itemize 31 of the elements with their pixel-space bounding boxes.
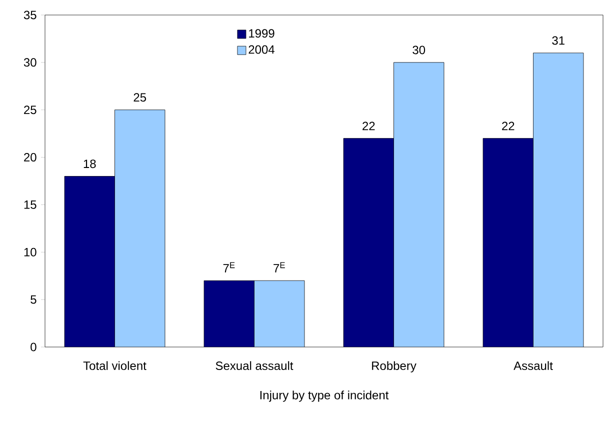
data-label: 22 xyxy=(362,122,375,130)
legend-label: 2004 xyxy=(248,45,274,54)
x-tick-label: Assault xyxy=(514,361,553,370)
x-tick-label: Total violent xyxy=(83,361,146,370)
bar xyxy=(394,62,444,347)
data-label: 31 xyxy=(552,36,564,45)
y-tick-label: 30 xyxy=(24,58,36,67)
bar xyxy=(204,280,254,347)
y-tick-label: 5 xyxy=(30,295,36,304)
legend-label: 1999 xyxy=(249,29,274,38)
bar xyxy=(482,138,534,347)
data-label: 22 xyxy=(502,122,514,130)
data-label: 7$^{E}$ xyxy=(274,262,285,272)
bar xyxy=(344,138,394,347)
y-tick-label: 25 xyxy=(24,106,36,114)
x-axis-title: Injury by type of incident xyxy=(260,390,389,402)
x-tick-label: Robbery xyxy=(372,361,416,372)
bar xyxy=(533,52,584,347)
bar xyxy=(254,280,305,347)
bar xyxy=(64,176,115,347)
y-tick-label: 0 xyxy=(30,342,36,352)
data-label: 30 xyxy=(412,46,426,54)
data-label: 7$^{E}$ xyxy=(223,262,235,272)
bar xyxy=(114,110,166,347)
y-tick-label: 10 xyxy=(24,248,36,256)
x-tick-label: Sexual assault xyxy=(216,361,294,370)
y-tick-label: 20 xyxy=(24,153,36,162)
data-label: 18 xyxy=(84,160,96,168)
data-label: 25 xyxy=(134,93,146,102)
y-tick-label: 15 xyxy=(24,200,36,209)
y-tick-label: 35 xyxy=(24,10,36,20)
